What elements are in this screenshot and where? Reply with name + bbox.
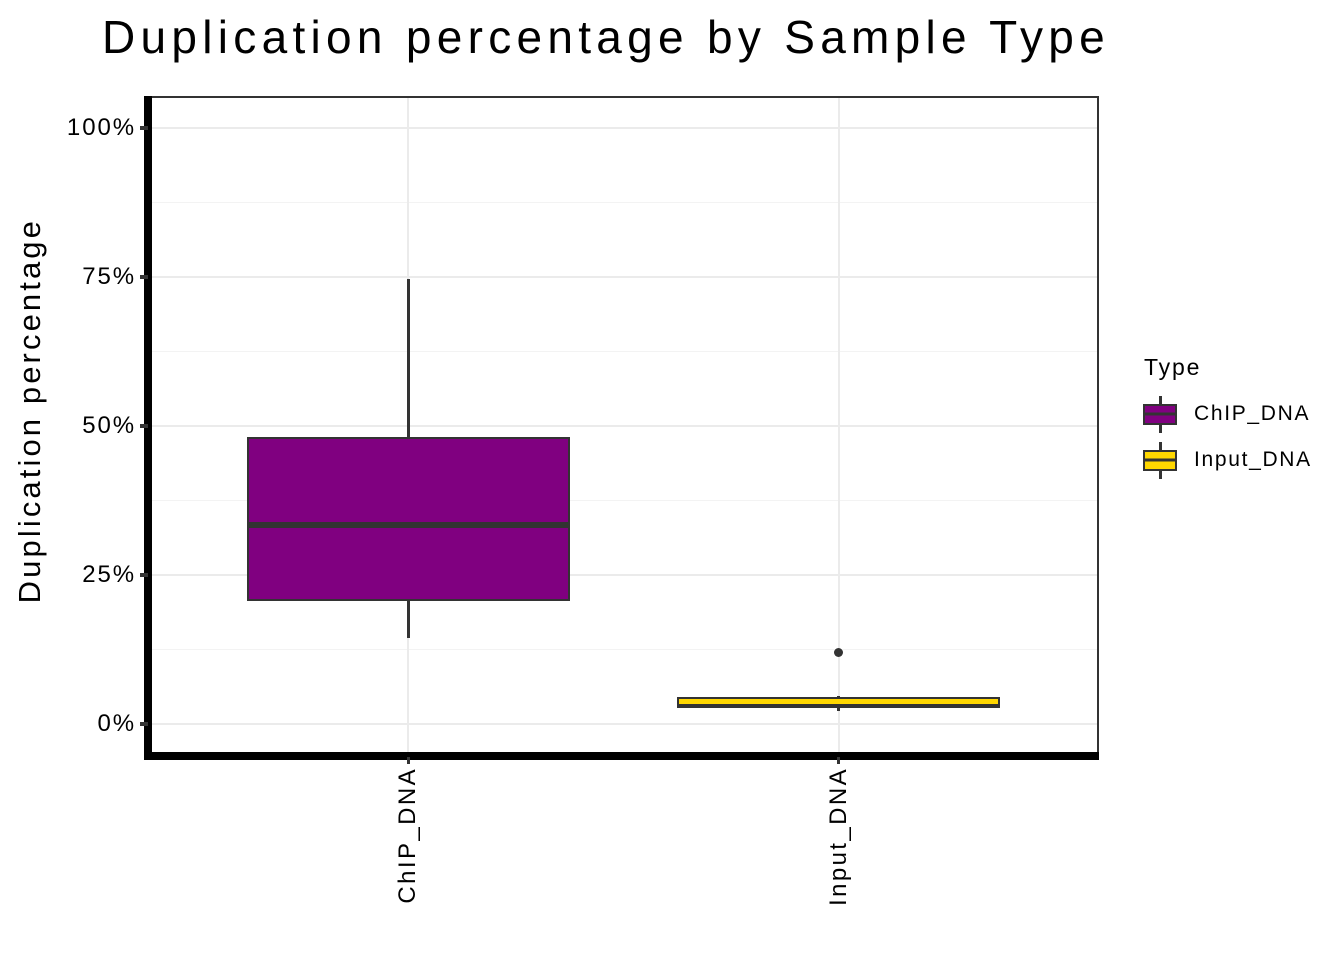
outlier-point — [834, 647, 844, 657]
legend-entry: Input_DNA — [1140, 437, 1312, 483]
y-tick-mark — [140, 722, 148, 726]
legend-entry: ChIP_DNA — [1140, 391, 1312, 437]
boxplot-median — [248, 522, 568, 529]
plot-panel: 0% 25% 50% 75% 100% ChIP_DNA Input_DNA — [67, 96, 1099, 906]
legend-key-whisker — [1158, 441, 1162, 450]
x-axis-line — [144, 752, 1099, 760]
y-tick-label: 25% — [82, 561, 136, 589]
x-tick-mark — [406, 757, 411, 764]
legend-key-boxplot-icon — [1140, 441, 1180, 479]
y-tick-mark — [140, 126, 148, 130]
boxplot-lower-whisker — [837, 708, 841, 712]
legend: Type ChIP_DNA Input_DNA — [1140, 354, 1312, 483]
boxplot-median — [679, 703, 999, 707]
boxplot-box — [246, 436, 570, 602]
legend-key-median — [1145, 412, 1175, 416]
legend-key-box — [1143, 403, 1177, 425]
legend-label: Input_DNA — [1194, 448, 1312, 471]
boxplot-lower-whisker — [406, 601, 410, 639]
y-minor-gridline — [150, 350, 1097, 353]
y-axis-line — [144, 96, 152, 757]
x-tick-mark — [836, 757, 841, 764]
legend-title: Type — [1144, 354, 1202, 380]
legend-key-whisker — [1158, 424, 1162, 433]
legend-key-whisker — [1158, 395, 1162, 404]
legend-key-box — [1143, 449, 1177, 471]
boxplot-upper-whisker — [837, 695, 841, 697]
y-major-gridline — [150, 126, 1097, 129]
y-major-gridline — [150, 574, 1097, 577]
legend-key-boxplot-icon — [1140, 395, 1180, 433]
y-major-gridline — [150, 275, 1097, 278]
y-tick-label: 100% — [66, 113, 136, 141]
y-tick-label: 0% — [97, 710, 136, 738]
y-tick-label: 75% — [82, 262, 136, 290]
y-tick-label: 50% — [82, 412, 136, 439]
x-major-gridline — [837, 98, 840, 754]
legend-entries: ChIP_DNA Input_DNA — [1140, 391, 1312, 483]
y-minor-gridline — [150, 648, 1097, 651]
legend-key-whisker — [1158, 470, 1162, 479]
y-tick-mark — [140, 573, 148, 577]
legend-label: ChIP_DNA — [1194, 402, 1311, 425]
boxplot-upper-whisker — [406, 279, 410, 437]
chart-title: Duplication percentage by Sample Type — [102, 11, 1111, 63]
y-minor-gridline — [150, 499, 1097, 502]
y-tick-mark — [140, 275, 148, 279]
legend-key-median — [1145, 458, 1175, 462]
y-major-gridline — [150, 723, 1097, 726]
y-tick-mark — [140, 424, 148, 428]
x-tick-label: ChIP_DNA — [394, 767, 422, 904]
boxplot-box — [677, 696, 1001, 709]
x-tick-label: Input_DNA — [824, 767, 852, 906]
y-major-gridline — [150, 425, 1097, 427]
y-minor-gridline — [150, 201, 1097, 204]
